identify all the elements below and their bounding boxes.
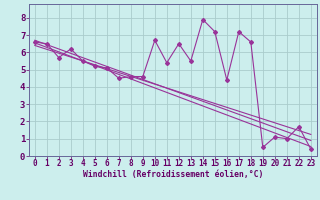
X-axis label: Windchill (Refroidissement éolien,°C): Windchill (Refroidissement éolien,°C) — [83, 170, 263, 179]
